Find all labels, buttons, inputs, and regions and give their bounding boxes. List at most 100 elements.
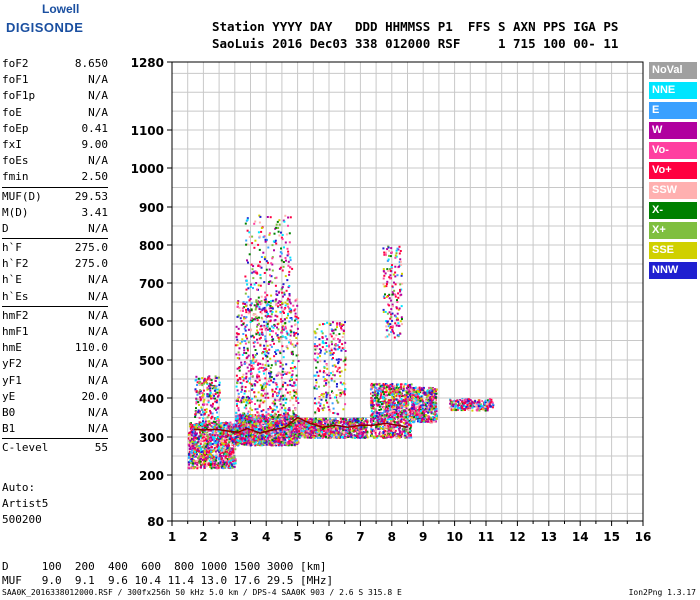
echo-point <box>393 417 396 420</box>
echo-point <box>489 400 492 403</box>
echo-point <box>288 424 291 427</box>
echo-point <box>385 401 388 404</box>
echo-point <box>401 412 404 415</box>
echo-point <box>310 431 313 434</box>
echo-point <box>199 452 201 455</box>
echo-point <box>273 434 276 437</box>
echo-point <box>229 421 232 424</box>
echo-point <box>399 426 401 429</box>
echo-point <box>236 427 239 430</box>
echo-point <box>405 436 408 439</box>
echo-point <box>247 432 250 435</box>
echo-point <box>298 420 301 423</box>
echo-point <box>365 425 368 428</box>
echo-point <box>310 425 313 428</box>
echo-point <box>188 454 191 456</box>
echo-point <box>254 438 257 440</box>
echo-point <box>328 434 331 437</box>
echo-point <box>280 439 283 442</box>
echo-point <box>393 411 396 414</box>
echo-point <box>263 415 266 418</box>
echo-point <box>391 383 394 385</box>
echo-point <box>393 420 396 423</box>
echo-point <box>388 430 391 433</box>
echo-point <box>231 466 234 469</box>
echo-point <box>314 419 317 422</box>
echo-point <box>281 429 283 432</box>
echo-point <box>323 430 326 432</box>
echo-point <box>405 430 408 433</box>
echo-point <box>207 463 210 466</box>
echo-point <box>403 414 406 417</box>
echo-point <box>413 404 416 407</box>
echo-point <box>325 417 328 420</box>
echo-point <box>233 440 236 443</box>
echo-point <box>408 397 411 400</box>
echo-point <box>243 442 246 445</box>
echo-point <box>369 399 372 402</box>
echo-point <box>384 430 387 432</box>
echo-point <box>293 443 296 446</box>
echo-point <box>192 462 195 465</box>
echo-point <box>384 409 387 412</box>
echo-point <box>299 435 302 438</box>
echo-point <box>426 399 429 402</box>
echo-point <box>430 393 433 396</box>
echo-point <box>416 396 419 398</box>
echo-point <box>390 418 393 421</box>
echo-point <box>416 415 419 418</box>
echo-point <box>376 412 379 414</box>
echo-point <box>371 400 374 403</box>
echo-point <box>251 430 254 433</box>
echo-point <box>229 467 232 470</box>
echo-point <box>370 406 373 409</box>
echo-point <box>262 420 265 422</box>
echo-point <box>221 427 224 430</box>
echo-point <box>314 425 316 428</box>
echo-point <box>225 455 227 458</box>
echo-point <box>290 437 292 440</box>
echo-point <box>283 443 286 446</box>
echo-point <box>225 438 228 441</box>
echo-point <box>366 430 369 433</box>
echo-point <box>376 389 378 392</box>
echo-point <box>357 432 360 435</box>
echo-point <box>335 431 338 434</box>
echo-point <box>429 410 432 413</box>
echo-point <box>381 389 384 392</box>
echo-point <box>424 400 427 402</box>
echo-point <box>411 407 414 410</box>
echo-point <box>413 418 416 421</box>
echo-point <box>326 430 329 433</box>
echo-point <box>245 434 248 436</box>
echo-point <box>293 421 296 424</box>
echo-point <box>209 443 212 446</box>
echo-point <box>232 429 235 432</box>
echo-point <box>470 406 473 409</box>
echo-point <box>246 438 248 441</box>
echo-point <box>364 417 367 420</box>
echo-point <box>242 419 245 422</box>
echo-point <box>371 434 373 437</box>
echo-point <box>416 392 419 394</box>
echo-point <box>208 462 211 465</box>
echo-point <box>372 435 375 438</box>
echo-point <box>230 439 233 442</box>
echo-point <box>219 437 222 440</box>
echo-point <box>406 414 409 416</box>
echo-point <box>218 425 221 428</box>
echo-point <box>267 422 270 425</box>
echo-point <box>380 393 383 396</box>
echo-point <box>213 444 216 447</box>
echo-point <box>406 391 409 394</box>
echo-point <box>326 434 328 437</box>
echo-point <box>257 421 260 424</box>
echo-point <box>341 423 344 426</box>
echo-point <box>265 418 268 421</box>
echo-point <box>215 454 218 457</box>
echo-point <box>257 436 260 439</box>
echo-point <box>385 405 388 408</box>
echo-point <box>387 425 389 428</box>
echo-point <box>277 433 280 436</box>
echo-point <box>409 387 412 390</box>
